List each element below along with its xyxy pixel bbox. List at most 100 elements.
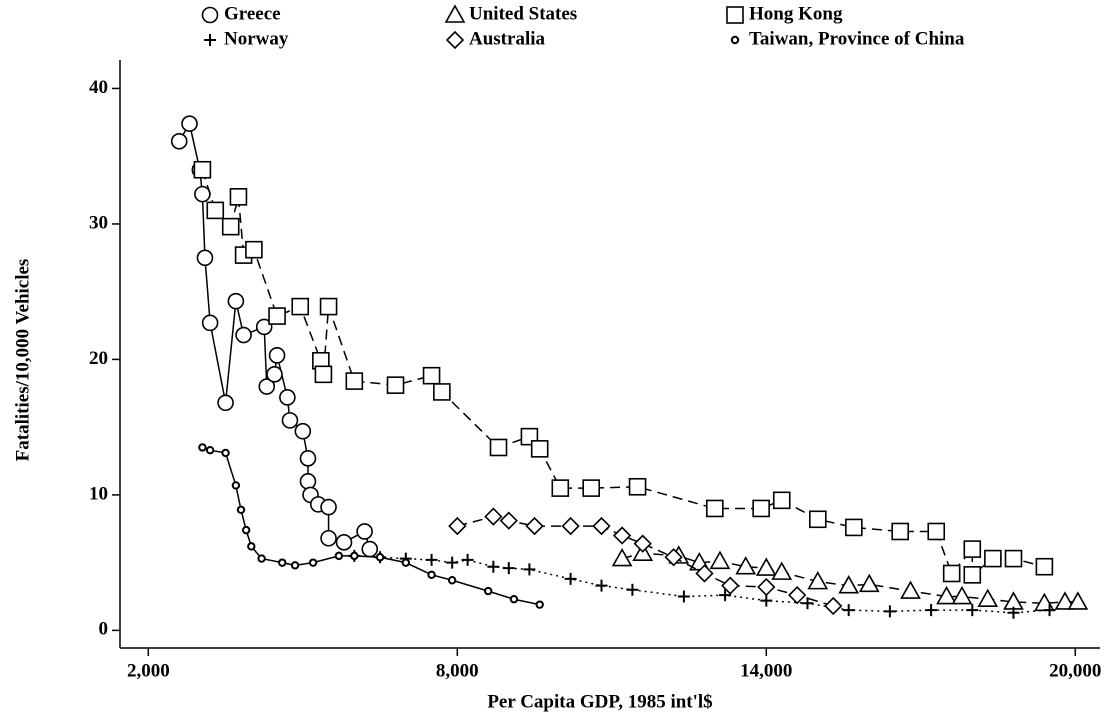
marker-diamond [757,577,776,597]
marker-plus [760,594,773,607]
marker-square [628,477,647,496]
marker-circle [201,314,219,332]
y-tick-label: 20 [89,348,108,369]
marker-dot [484,586,493,596]
marker-triangle [1054,591,1076,610]
marker-square [1035,557,1054,576]
marker-plus [564,572,577,585]
marker-square [845,518,863,537]
marker-plus [204,34,216,46]
marker-square [245,240,263,259]
marker-diamond [592,516,611,536]
marker-plus [595,579,608,592]
marker-diamond [448,516,467,536]
marker-circle [356,523,373,540]
marker-triangle [951,585,973,605]
marker-plus [966,604,979,617]
y-tick-label: 10 [89,483,108,504]
marker-square [314,365,333,384]
marker-dot [290,561,300,570]
marker-square [319,297,338,316]
y-axis-title: Fatalities/10,000 Vehicles [12,259,33,462]
marker-plus [502,562,515,575]
marker-dot [350,551,359,561]
marker-triangle [977,588,999,608]
marker-square [772,491,791,510]
marker-square [489,438,508,457]
marker-square [291,297,310,316]
marker-circle [181,115,198,132]
marker-circle [196,249,214,267]
y-tick-label: 40 [89,77,108,98]
marker-plus [1007,606,1020,619]
marker-triangle [858,573,880,593]
legend-label: Australia [469,28,546,49]
marker-dot [509,595,519,604]
marker-triangle [755,557,777,576]
marker-plus [425,553,438,566]
marker-square [229,188,248,206]
marker-triangle [1067,591,1089,610]
x-tick-label: 20,000 [1049,660,1101,681]
marker-circle [299,450,317,467]
marker-square [963,540,982,558]
marker-dot [278,558,287,567]
marker-dot [334,551,344,561]
marker-triangle [900,580,921,599]
marker-dot [231,481,241,490]
marker-dot [221,448,230,458]
marker-dot [447,576,457,585]
marker-circle [194,185,211,203]
marker-plus [801,597,814,610]
marker-triangle [444,4,466,23]
marker-square [221,217,240,236]
marker-square [551,479,570,497]
marker-triangle [709,550,731,570]
y-tick-label: 30 [89,212,108,233]
x-tick-label: 14,000 [740,660,792,681]
marker-diamond [445,30,465,50]
marker-triangle [838,575,860,594]
marker-circle [361,540,379,558]
legend-label: Taiwan, Province of China [749,28,965,49]
marker-circle [170,132,188,150]
marker-diamond [612,526,632,545]
marker-circle [255,318,273,336]
marker-plus [677,590,690,603]
marker-plus [487,560,500,573]
marker-dot [241,525,251,535]
marker-dot [308,558,318,567]
marker-triangle [936,585,957,605]
legend-label: United States [469,3,577,24]
marker-triangle [735,556,757,575]
marker-diamond [484,507,503,526]
marker-circle [294,422,312,440]
marker-diamond [633,534,652,553]
marker-circle [201,6,219,24]
marker-square [206,201,225,220]
marker-square [582,479,601,497]
marker-square [422,366,441,385]
marker-square [942,564,961,583]
marker-plus [461,553,474,566]
x-axis-title: Per Capita GDP, 1985 int'l$ [487,691,712,712]
marker-plus [523,563,536,576]
marker-plus [446,556,459,569]
marker-circle [320,529,337,547]
marker-dot [205,445,215,455]
marker-square [963,566,982,584]
marker-square [193,160,212,179]
marker-dot [198,443,207,452]
x-tick-label: 8,000 [436,660,479,681]
legend-label: Norway [224,28,289,49]
marker-plus [626,583,639,596]
marker-circle [258,378,276,395]
marker-dot [375,553,385,562]
legend-label: Greece [224,3,281,24]
marker-diamond [664,548,683,567]
marker-square [705,499,724,518]
marker-square [1004,549,1023,568]
marker-diamond [561,516,580,536]
marker-square [268,307,286,325]
